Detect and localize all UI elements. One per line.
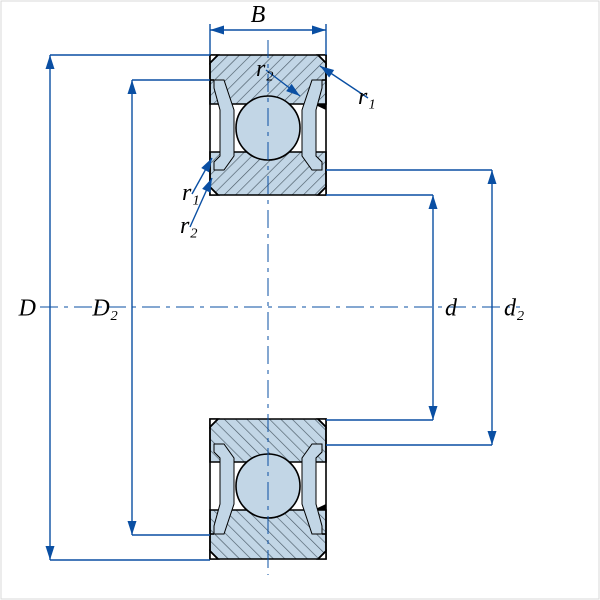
label-r2-top: r₂: [256, 56, 274, 82]
label-r2-side: r₂: [180, 213, 198, 239]
label-B: B: [251, 2, 266, 28]
label-D2: D₂: [91, 296, 118, 322]
label-d2: d₂: [504, 296, 524, 322]
label-r1-top: r₁: [358, 84, 376, 110]
label-r1-side: r₁: [182, 180, 200, 206]
label-D: D: [18, 296, 36, 322]
label-d: d: [445, 296, 458, 322]
